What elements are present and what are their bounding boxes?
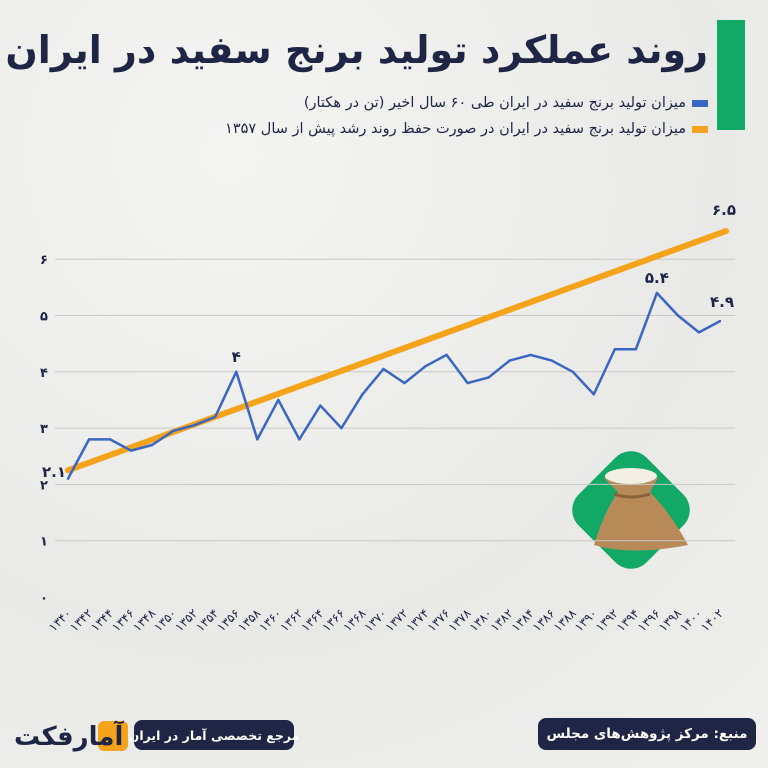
data-point xyxy=(361,393,364,396)
data-point xyxy=(256,438,259,441)
x-tick-label: ۱۴۰۲ xyxy=(698,606,726,634)
data-point xyxy=(277,398,280,402)
data-point xyxy=(298,438,301,441)
data-point xyxy=(171,429,175,433)
data-point xyxy=(718,319,722,323)
data-point xyxy=(655,291,659,295)
data-point xyxy=(403,381,406,385)
data-point xyxy=(613,348,617,351)
legend-item-blue: میزان تولید برنج سفید در ایران طی ۶۰ سال… xyxy=(304,95,708,111)
data-point xyxy=(592,393,596,396)
y-tick-label: ۱ xyxy=(40,535,48,550)
data-point xyxy=(529,353,532,357)
data-point xyxy=(487,376,490,379)
y-tick-label: ۳ xyxy=(40,422,48,437)
accent-bar xyxy=(717,20,745,130)
data-point xyxy=(87,438,91,441)
legend-label: میزان تولید برنج سفید در ایران طی ۶۰ سال… xyxy=(303,95,686,111)
data-point xyxy=(424,364,427,368)
y-tick-label: ۴ xyxy=(40,366,48,381)
data-point xyxy=(466,381,469,385)
data-label: ۲.۱ xyxy=(42,463,66,481)
data-point xyxy=(550,359,553,362)
data-point xyxy=(108,438,112,441)
data-point xyxy=(340,426,343,430)
legend-swatch-blue xyxy=(692,99,708,107)
y-tick-label: ۰ xyxy=(40,591,48,606)
data-point xyxy=(235,370,238,373)
data-point xyxy=(634,348,638,351)
y-tick-label: ۲ xyxy=(40,478,48,493)
data-point xyxy=(697,331,701,334)
page-title: روند عملکرد تولید برنج سفید در ایران xyxy=(5,28,708,72)
data-label: ۴.۹ xyxy=(710,293,734,311)
source-badge: منبع: مرکز پژوهش‌های مجلس xyxy=(538,718,756,750)
y-tick-label: ۶ xyxy=(40,253,48,268)
y-tick-label: ۵ xyxy=(40,310,48,325)
data-point xyxy=(214,415,217,419)
logo: آمارفکت xyxy=(14,722,124,752)
rice-sack-icon xyxy=(572,451,690,569)
legend-label: میزان تولید برنج سفید در ایران در صورت ح… xyxy=(225,121,686,137)
logo-icon xyxy=(98,721,128,751)
data-label: ۵.۴ xyxy=(645,269,669,287)
data-point xyxy=(571,370,574,373)
data-label: ۶.۵ xyxy=(712,201,736,219)
data-point xyxy=(319,404,322,407)
data-point xyxy=(382,367,385,371)
legend-item-orange: میزان تولید برنج سفید در ایران در صورت ح… xyxy=(225,121,708,137)
data-point xyxy=(508,359,511,362)
data-point xyxy=(150,443,154,447)
data-point xyxy=(66,477,70,480)
data-point xyxy=(676,314,680,317)
blue-series-line xyxy=(66,291,721,480)
tagline-badge: مرجع تخصصی آمار در ایران xyxy=(129,720,299,750)
data-label: ۴ xyxy=(232,348,241,366)
data-point xyxy=(445,353,448,357)
data-point xyxy=(192,424,196,427)
legend-swatch-orange xyxy=(692,125,708,133)
data-point xyxy=(129,449,133,452)
